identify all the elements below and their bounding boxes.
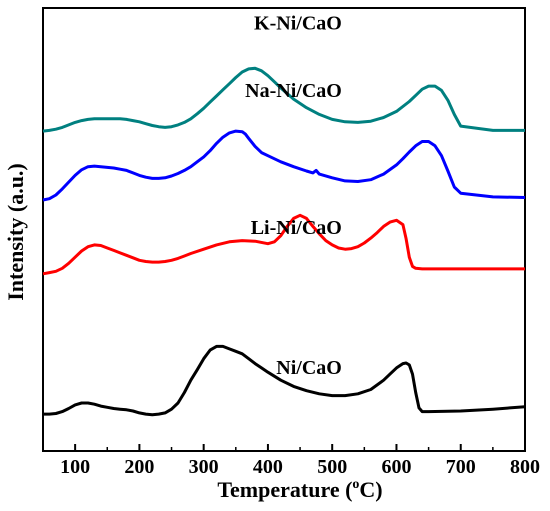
x-tick-label: 100 xyxy=(60,456,90,478)
series-label: Na-Ni/CaO xyxy=(245,80,342,102)
series-line-ni-cao xyxy=(43,344,526,417)
series-labels: Ni/CaO Li-Ni/CaO Na-Ni/CaO K-Ni/CaO xyxy=(245,13,342,380)
series-label: Li-Ni/CaO xyxy=(251,217,342,239)
series-label: K-Ni/CaO xyxy=(254,13,342,35)
x-tick-label: 200 xyxy=(124,456,154,478)
x-axis-ticks xyxy=(42,444,526,451)
series-line-li-ni-cao xyxy=(42,213,525,276)
series-line-na-ni-cao xyxy=(42,129,526,202)
x-tick-label: 400 xyxy=(253,456,283,478)
y-axis-title: Intensity (a.u.) xyxy=(3,163,28,301)
x-tick-label: 300 xyxy=(189,456,219,478)
x-axis-title: Temperature (oC) xyxy=(217,477,382,502)
x-tick-label: 700 xyxy=(446,456,476,478)
plot-frame xyxy=(42,7,526,452)
series-label: Ni/CaO xyxy=(276,357,342,379)
x-tick-label: 800 xyxy=(510,456,540,478)
series-lines xyxy=(42,66,526,417)
x-tick-label: 500 xyxy=(317,456,347,478)
x-tick-label: 600 xyxy=(381,456,411,478)
series-line-k-ni-cao xyxy=(42,66,525,133)
x-axis-tick-labels: 100 200 300 400 500 600 700 800 xyxy=(60,456,540,478)
